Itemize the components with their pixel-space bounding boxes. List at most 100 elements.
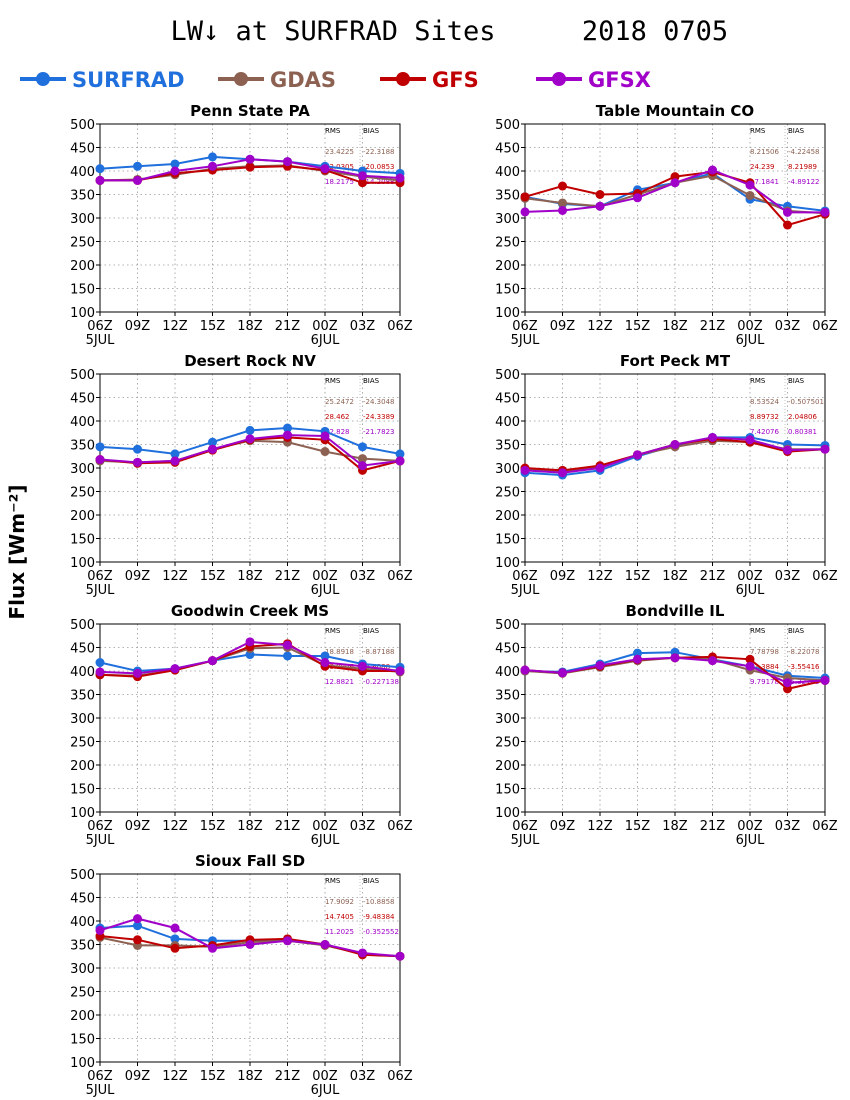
data-point: [95, 442, 105, 452]
y-tick-label: 150: [495, 783, 520, 798]
data-point: [245, 637, 255, 647]
y-tick-label: 450: [70, 392, 95, 407]
stats-bias: 8.21989: [788, 163, 817, 171]
stats-bias: -0.352552: [363, 928, 399, 936]
x-tick-label: 12Z: [587, 569, 613, 584]
y-tick-label: 350: [70, 439, 95, 454]
data-point: [283, 936, 292, 946]
stats-bias: 2.04806: [788, 413, 817, 421]
y-tick-label: 200: [495, 759, 520, 774]
legend-marker: [396, 72, 410, 86]
y-tick-label: 450: [495, 642, 520, 657]
x-tick-label: 03Z: [350, 319, 376, 334]
x-date-label: 5JUL: [511, 583, 541, 598]
data-point: [133, 668, 142, 678]
data-point: [358, 442, 367, 452]
x-tick-label: 21Z: [700, 569, 726, 584]
panel-title: Fort Peck MT: [620, 352, 731, 370]
stats-header-bias: BIAS: [363, 127, 380, 135]
y-tick-label: 500: [70, 368, 95, 383]
y-tick-label: 100: [70, 306, 95, 321]
stats-bias: -0.507501: [788, 398, 824, 406]
x-tick-label: 00Z: [312, 1069, 338, 1084]
data-point: [170, 159, 180, 169]
x-tick-label: 09Z: [125, 569, 151, 584]
x-tick-label: 00Z: [737, 319, 763, 334]
stats-rms: 17.9092: [325, 898, 354, 906]
x-date-label: 6JUL: [311, 583, 341, 598]
panel-title: Sioux Fall SD: [195, 852, 305, 870]
data-point: [320, 447, 330, 457]
x-tick-label: 18Z: [662, 819, 688, 834]
stats-bias: -9.48384: [363, 913, 395, 921]
data-point: [245, 162, 255, 172]
y-tick-label: 100: [70, 1056, 95, 1071]
x-tick-label: 09Z: [125, 319, 151, 334]
legend-label: GFS: [432, 68, 479, 92]
legend-item: SURFRAD: [20, 68, 185, 92]
stats-rms: 9.79178: [750, 678, 779, 686]
x-tick-label: 12Z: [587, 819, 613, 834]
data-point: [633, 450, 642, 460]
legend-item: GFS: [380, 68, 479, 92]
x-tick-label: 06Z: [87, 819, 113, 834]
x-tick-label: 06Z: [812, 819, 838, 834]
data-point: [170, 923, 180, 933]
y-tick-label: 250: [70, 236, 95, 251]
x-tick-label: 06Z: [387, 1069, 413, 1084]
x-tick-label: 21Z: [700, 819, 726, 834]
data-point: [708, 432, 717, 442]
y-tick-label: 250: [495, 486, 520, 501]
data-point: [320, 164, 330, 174]
data-point: [558, 205, 567, 215]
x-tick-label: 06Z: [812, 569, 838, 584]
chart-panel: Bondville IL 100 150 200 250 300 350 400 450 500 0…: [495, 602, 838, 848]
y-tick-label: 500: [495, 618, 520, 633]
stats-rms: 12.8821: [325, 678, 354, 686]
data-point: [708, 656, 717, 666]
chart-panel: Penn State PA 100 150 200 250 300 350 400 450 500…: [70, 102, 413, 348]
y-tick-label: 450: [495, 392, 520, 407]
data-point: [520, 207, 530, 217]
data-point: [95, 667, 105, 677]
data-point: [320, 431, 330, 441]
data-point: [170, 166, 180, 176]
data-point: [283, 651, 292, 661]
x-date-label: 6JUL: [311, 833, 341, 848]
y-tick-label: 300: [495, 712, 520, 727]
data-point: [133, 175, 142, 185]
stats-bias: -0.227138: [363, 678, 399, 686]
y-tick-label: 450: [70, 642, 95, 657]
y-tick-label: 200: [70, 759, 95, 774]
y-tick-label: 200: [495, 509, 520, 524]
stats-rms: 8.89732: [750, 413, 779, 421]
x-tick-label: 15Z: [200, 819, 226, 834]
x-tick-label: 15Z: [200, 1069, 226, 1084]
data-point: [558, 198, 567, 208]
data-point: [283, 423, 292, 433]
x-tick-label: 03Z: [350, 1069, 376, 1084]
x-tick-label: 00Z: [312, 819, 338, 834]
data-point: [745, 435, 755, 445]
data-point: [670, 653, 680, 663]
y-tick-label: 150: [70, 783, 95, 798]
stats-header-rms: RMS: [325, 377, 341, 385]
data-point: [170, 934, 180, 944]
data-point: [745, 180, 755, 190]
data-point: [595, 201, 605, 211]
chart-panel: Fort Peck MT 100 150 200 250 300 350 400 450 500 0…: [495, 352, 838, 598]
data-point: [245, 154, 255, 164]
y-tick-label: 400: [70, 165, 95, 180]
stats-header-bias: BIAS: [363, 377, 380, 385]
data-point: [633, 654, 642, 664]
y-tick-label: 200: [70, 509, 95, 524]
stats-rms: 23.4225: [325, 148, 354, 156]
y-tick-label: 350: [70, 939, 95, 954]
legend-marker: [36, 72, 50, 86]
data-point: [283, 640, 292, 650]
y-tick-label: 200: [495, 259, 520, 274]
stats-header-rms: RMS: [750, 627, 766, 635]
y-tick-label: 350: [495, 189, 520, 204]
x-tick-label: 06Z: [812, 319, 838, 334]
x-date-label: 6JUL: [736, 833, 766, 848]
